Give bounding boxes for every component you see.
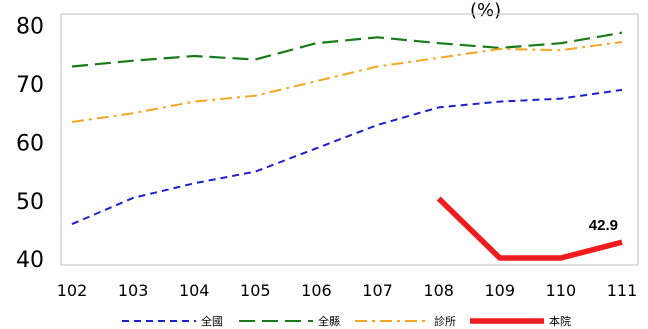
x-tick-label: 107 (362, 281, 393, 300)
series-lines (71, 31, 623, 261)
x-tick-labels: 102 103 104 105 106 107 108 109 110 111 (57, 281, 638, 300)
x-tick-label: 111 (607, 281, 638, 300)
legend-label-3: 診所 (434, 314, 456, 328)
y-tick-label: 50 (16, 190, 44, 215)
y-tick-label: 80 (16, 15, 44, 40)
x-tick-label: 110 (546, 281, 577, 300)
series-line-4 (436, 196, 623, 261)
chart-title: (%) (470, 0, 501, 21)
axes (60, 13, 639, 266)
x-tick-label: 109 (485, 281, 516, 300)
legend-label-2: 全縣 (318, 314, 340, 328)
x-tick-label: 105 (240, 281, 271, 300)
series-line-2 (71, 31, 623, 68)
x-tick-label: 104 (179, 281, 210, 300)
x-tick-label: 108 (423, 281, 454, 300)
data-label: 42.9 (589, 217, 618, 234)
series-line-3 (71, 41, 623, 123)
y-tick-label: 60 (16, 131, 44, 156)
y-tick-label: 70 (16, 73, 44, 98)
y-tick-label: 40 (16, 248, 44, 273)
series-line-1 (71, 88, 623, 226)
legend-label-4: 本院 (549, 314, 571, 328)
x-tick-label: 106 (301, 281, 332, 300)
legend-label-1: 全國 (201, 314, 223, 328)
y-tick-labels: 40 50 60 70 80 (16, 15, 44, 273)
x-tick-label: 103 (118, 281, 149, 300)
data-labels: 42.9 (589, 217, 618, 234)
legend: 全國 全縣 診所 本院 (122, 314, 571, 328)
x-tick-label: 102 (57, 281, 88, 300)
title-layer: (%) (470, 0, 501, 21)
